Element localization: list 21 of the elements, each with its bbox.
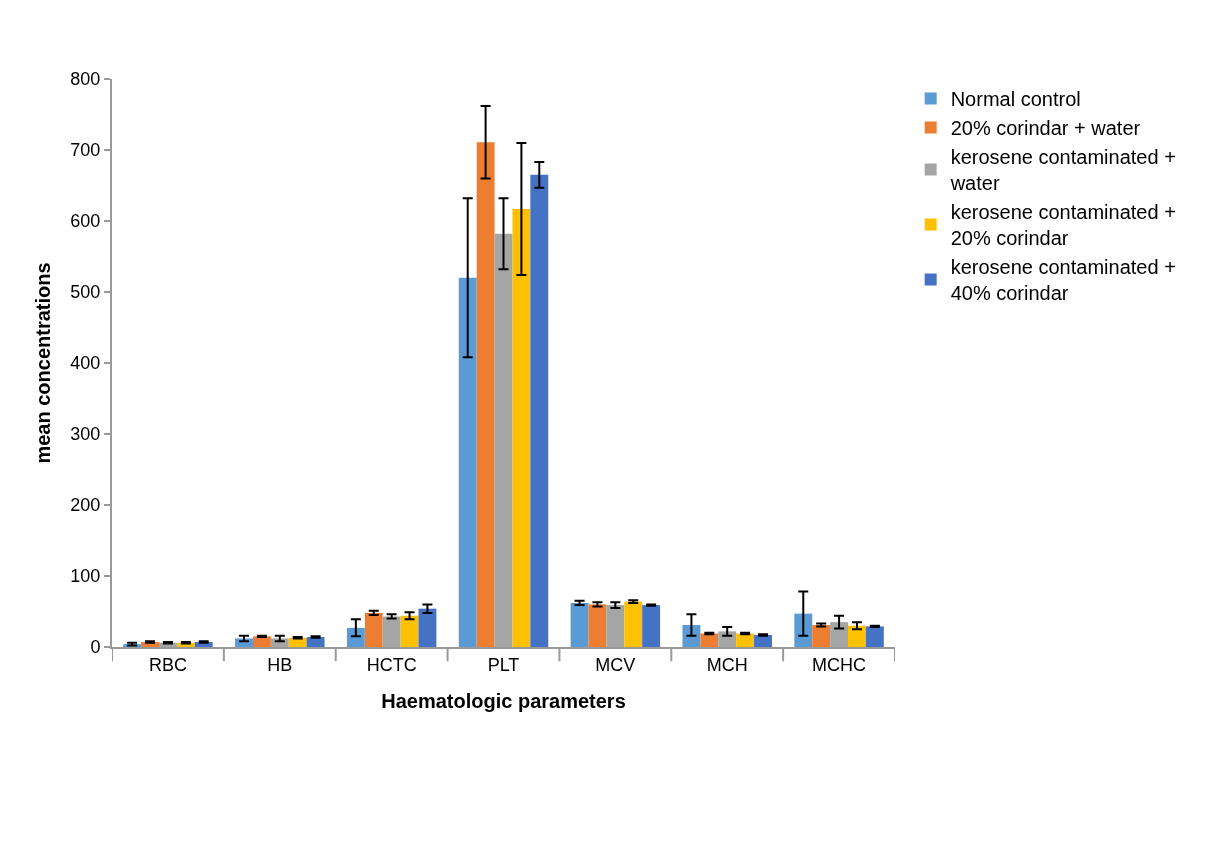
legend-label: Normal control xyxy=(950,88,1081,111)
y-tick-label: 100 xyxy=(70,566,101,587)
x-tick-label: HB xyxy=(267,654,293,675)
y-tick-label: 800 xyxy=(70,69,101,90)
x-tick-label: MCV xyxy=(595,654,636,675)
x-axis-title: Haematologic parameters xyxy=(381,689,626,712)
y-tick-label: 300 xyxy=(70,424,101,445)
legend-label: kerosene contaminated + 40% corindar xyxy=(950,256,1176,305)
y-tick-label: 200 xyxy=(70,495,101,516)
y-tick-label: 500 xyxy=(70,282,101,303)
x-tick-label: MCHC xyxy=(812,654,867,675)
y-tick-label: 700 xyxy=(70,140,101,161)
legend-label: 20% corindar + water xyxy=(950,117,1141,140)
x-tick-label: RBC xyxy=(148,654,187,675)
x-tick-label: HCTC xyxy=(366,654,417,675)
y-tick-label: 0 xyxy=(90,637,101,658)
x-tick-label: PLT xyxy=(487,654,520,675)
y-tick-label: 600 xyxy=(70,211,101,232)
y-axis-title: mean concentrations xyxy=(32,262,55,464)
y-tick-label: 400 xyxy=(70,353,101,374)
x-tick-label: MCH xyxy=(706,654,748,675)
